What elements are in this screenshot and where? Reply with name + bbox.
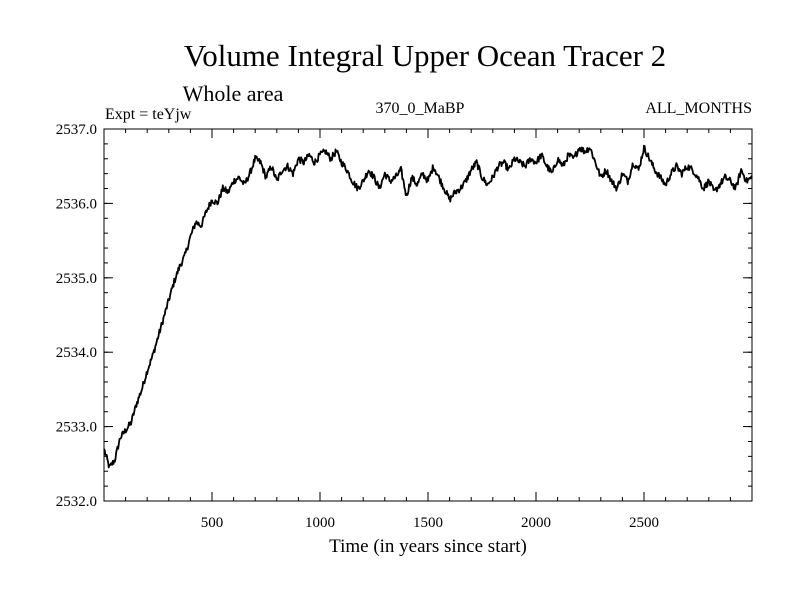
y-tick-label: 2534.0: [56, 345, 97, 361]
x-tick-label: 2000: [521, 515, 551, 531]
y-tick-label: 2532.0: [56, 494, 97, 510]
x-tick-label: 1000: [305, 515, 335, 531]
chart-subtitle: Whole area: [183, 81, 284, 106]
plot-frame: [103, 128, 753, 502]
x-tick-label: 2500: [629, 515, 659, 531]
x-axis-label: Time (in years since start): [329, 536, 527, 557]
x-tick-label: 500: [201, 515, 224, 531]
expt-label: Expt = teYjw: [105, 106, 192, 123]
y-tick-label: 2536.0: [56, 196, 97, 212]
period-label: 370_0_MaBP: [376, 100, 465, 117]
chart-title: Volume Integral Upper Ocean Tracer 2: [184, 38, 666, 73]
data-series-line: [103, 144, 753, 469]
y-tick-label: 2537.0: [56, 122, 97, 138]
y-tick-label: 2533.0: [56, 420, 97, 436]
months-label: ALL_MONTHS: [645, 100, 752, 117]
y-tick-label: 2535.0: [56, 271, 97, 287]
x-tick-label: 1500: [413, 515, 443, 531]
